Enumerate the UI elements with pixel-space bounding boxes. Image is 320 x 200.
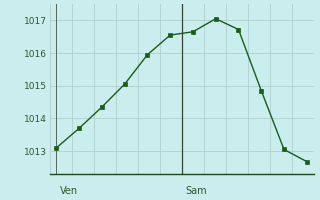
- Text: Sam: Sam: [185, 186, 207, 196]
- Text: Ven: Ven: [60, 186, 78, 196]
